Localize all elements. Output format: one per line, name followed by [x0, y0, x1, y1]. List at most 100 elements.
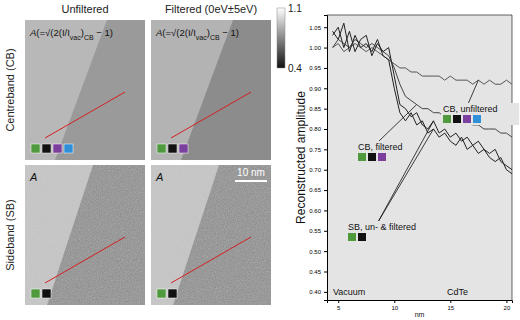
panel-label-part: (=√(2(I/I	[36, 27, 69, 38]
annotation-marker	[358, 153, 366, 161]
panel-background	[25, 20, 145, 160]
x-axis-line	[328, 301, 513, 304]
y-tick-label: 0.95	[309, 65, 321, 71]
y-tick-label: 0.45	[309, 269, 321, 275]
annotation-background	[346, 221, 445, 243]
figure: UnfilteredFiltered (0eV±5eV)Centreband (…	[0, 0, 520, 320]
y-tick: 0.95	[309, 65, 327, 71]
annotation-marker	[358, 233, 366, 241]
profile-line	[45, 237, 125, 283]
cdte-region	[55, 20, 145, 160]
marker-square	[168, 144, 177, 153]
plot-background	[327, 15, 512, 300]
colorbar-tick-label: 1.1	[288, 3, 302, 14]
marker-square	[179, 144, 188, 153]
x-tick: 10	[391, 300, 398, 311]
annotation-marker	[443, 115, 451, 123]
y-tick-mark	[324, 48, 327, 49]
y-tick: 0.75	[309, 147, 327, 153]
y-tick-label: 0.80	[309, 126, 321, 132]
x-tick: 20	[504, 300, 511, 311]
marker-square	[31, 289, 40, 298]
y-tick-mark	[324, 292, 327, 293]
panel-label-part: CB	[210, 34, 220, 41]
y-tick: 0.60	[309, 208, 327, 214]
x-tick-label: 10	[391, 305, 398, 311]
series-lines	[333, 23, 512, 174]
region-label: CdTe	[447, 287, 468, 297]
annotation-background	[356, 141, 424, 163]
row-title: Sideband (SB)	[4, 199, 16, 271]
marker-square	[157, 289, 166, 298]
y-tick: 0.45	[309, 269, 327, 275]
panel-label: A(=√(2(I/Ivac)CB − 1)	[29, 27, 113, 41]
y-tick-mark	[324, 68, 327, 69]
column-title: Unfiltered	[61, 3, 108, 15]
panel-label-part: A	[155, 171, 163, 183]
y-tick-mark	[324, 251, 327, 252]
y-tick-mark	[324, 170, 327, 171]
y-tick: 0.80	[309, 126, 327, 132]
annotation-arrow	[378, 129, 434, 222]
y-tick: 0.70	[309, 167, 327, 173]
y-tick: 0.85	[309, 106, 327, 112]
panel-label: A	[155, 171, 163, 183]
scale-bar	[235, 180, 267, 182]
y-tick-label: 0.55	[309, 228, 321, 234]
y-tick-label: 0.90	[309, 86, 321, 92]
x-tick-label: 5	[337, 305, 341, 311]
y-tick-mark	[324, 190, 327, 191]
y-tick-label: 0.75	[309, 147, 321, 153]
column-title: Filtered (0eV±5eV)	[165, 3, 257, 15]
y-tick-label: 0.70	[309, 167, 321, 173]
x-tick: 15	[447, 300, 454, 311]
image-panel: A 10 nm	[151, 165, 271, 305]
x-tick: 5	[337, 300, 341, 311]
series-line	[333, 23, 512, 174]
annotation-label: CB, unfiltered	[443, 104, 498, 114]
x-tick-label: 15	[447, 305, 454, 311]
annotation-background	[441, 103, 519, 125]
x-tick-mark	[450, 300, 451, 303]
x-axis-title: nm	[415, 311, 425, 318]
annotation-marker	[368, 153, 376, 161]
panel-label-part: vac	[196, 34, 207, 41]
y-tick: 0.65	[309, 187, 327, 193]
y-tick-label: 0.85	[309, 106, 321, 112]
y-tick-label: 0.60	[309, 208, 321, 214]
y-tick-label: 0.40	[309, 289, 321, 295]
y-tick-mark	[324, 109, 327, 110]
panel-label-part: A	[29, 27, 36, 38]
y-tick: 0.50	[309, 249, 327, 255]
y-tick-mark	[324, 272, 327, 273]
colorbar	[277, 8, 285, 68]
panel-label-part: − 1)	[220, 27, 239, 38]
y-tick-label: 0.65	[309, 187, 321, 193]
annotation-marker	[463, 115, 471, 123]
y-tick-mark	[324, 27, 327, 28]
y-tick: 1.00	[309, 45, 327, 51]
y-axis-title: Reconstructed amplitude	[294, 91, 308, 224]
panel-label-part: A	[29, 171, 37, 183]
x-tick-label: 20	[504, 305, 511, 311]
scale-bar-label: 10 nm	[237, 167, 265, 178]
annotation-marker	[378, 153, 386, 161]
panel-background	[151, 165, 271, 305]
y-tick-mark	[324, 88, 327, 89]
y-tick-mark	[324, 210, 327, 211]
y-tick: 0.55	[309, 228, 327, 234]
panel-label-part: A	[155, 27, 162, 38]
marker-square	[42, 289, 51, 298]
annotation-label: CB, filtered	[358, 142, 403, 152]
marker-square	[53, 144, 62, 153]
region-label: Vacuum	[333, 287, 365, 297]
marker-square	[42, 144, 51, 153]
colorbar-tick-label: 0.4	[288, 63, 302, 74]
profile-line	[45, 92, 125, 138]
x-axis: 5 10 15 20	[328, 300, 513, 311]
panel-label: A(=√(2(I/Ivac)CB − 1)	[155, 27, 239, 41]
y-axis-line	[324, 16, 328, 301]
y-tick: 0.90	[309, 86, 327, 92]
panel-label: A	[29, 171, 37, 183]
marker-square	[168, 289, 177, 298]
